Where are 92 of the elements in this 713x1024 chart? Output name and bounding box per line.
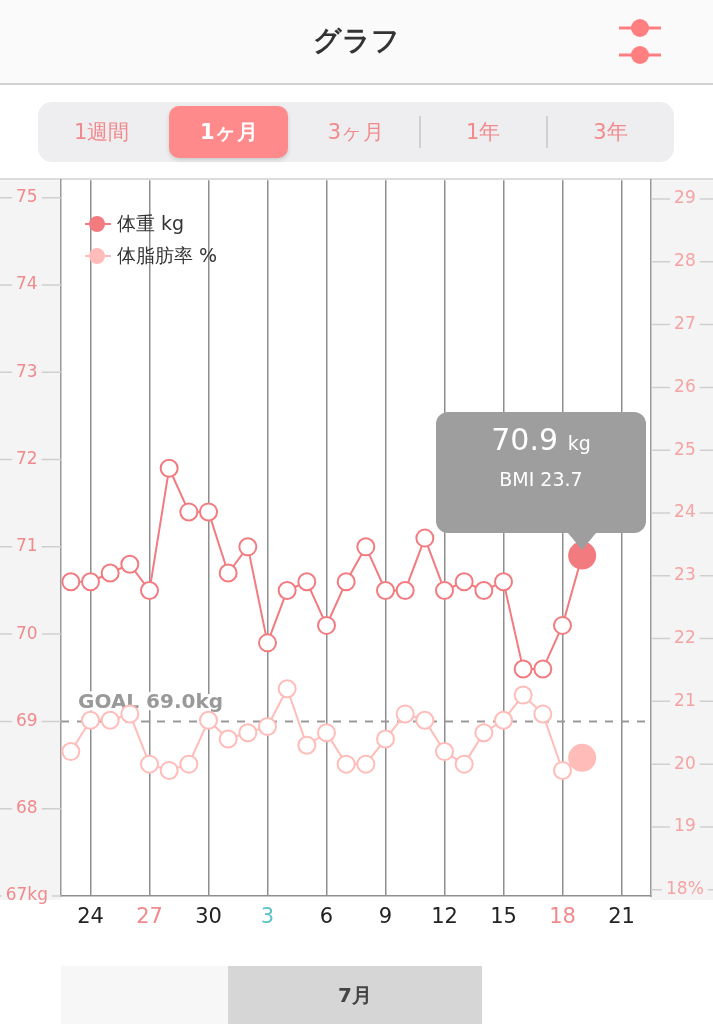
y-tick-label: 74 (16, 273, 38, 294)
y2-tick-label: 24 (674, 501, 696, 522)
point (81, 572, 100, 592)
point (199, 710, 218, 730)
x-tick-label: 21 (608, 903, 635, 928)
point (513, 685, 533, 705)
y2-tick-label: 22 (674, 626, 696, 647)
point (238, 537, 258, 557)
y-tick-label: 70 (16, 622, 38, 643)
point (100, 563, 120, 583)
y2-tick-label: 18% (665, 877, 704, 898)
point (199, 502, 218, 522)
selected-tab-pill: 1ヶ月 (169, 106, 289, 158)
point (533, 659, 553, 679)
point (494, 710, 513, 730)
point (218, 729, 238, 749)
point (317, 723, 336, 743)
point (553, 615, 572, 635)
point (336, 572, 356, 592)
point (179, 754, 199, 774)
y2-tick-label: 26 (674, 375, 696, 396)
x-tick-label: 15 (490, 903, 517, 928)
month-scrollbar: 7月 (61, 966, 482, 1024)
annotation: BMI 23.7 (499, 468, 583, 491)
point (513, 659, 533, 679)
point (474, 723, 494, 743)
chart-title: グラフ (312, 24, 401, 58)
point (395, 704, 415, 724)
point (159, 458, 179, 478)
y2-tick-label: 25 (674, 438, 696, 459)
point (494, 572, 513, 592)
point (356, 754, 376, 774)
point (159, 760, 179, 780)
point (376, 729, 395, 749)
y-tick-label: 75 (16, 185, 38, 206)
x-axis-title: 7月 (338, 983, 372, 1007)
legend-label: 体脂肪率 % (117, 243, 218, 268)
point (120, 554, 140, 574)
point (533, 704, 553, 724)
point (415, 710, 435, 730)
point (100, 710, 120, 730)
point (218, 563, 238, 583)
point (415, 528, 435, 548)
point (81, 710, 100, 730)
point (61, 572, 81, 592)
y2-tick-label: 20 (674, 752, 696, 773)
x-tick-label: 9 (378, 903, 393, 928)
point (356, 537, 376, 557)
point (435, 580, 454, 600)
x-tick-label: 24 (77, 903, 104, 928)
x-tick-label: 12 (431, 903, 458, 928)
point (258, 633, 277, 653)
point (258, 716, 277, 736)
y-tick-label: 68 (16, 796, 38, 817)
y2-tick-label: 21 (674, 689, 696, 710)
point (179, 502, 199, 522)
y2-tick-label: 27 (674, 312, 696, 333)
y-tick-label: 73 (16, 360, 38, 381)
point (395, 580, 415, 600)
point (454, 754, 474, 774)
point (277, 580, 297, 600)
point (454, 572, 474, 592)
segmented-control: 1週間 1ヶ月 3ヶ月 1年 3年 (38, 102, 674, 162)
x-tick-label: 6 (319, 903, 334, 928)
point (317, 615, 336, 635)
y-tick-label: 69 (16, 709, 38, 730)
point (61, 741, 81, 761)
point (435, 741, 454, 761)
x-tick-label: 27 (136, 903, 163, 928)
point (297, 735, 317, 755)
tooltip: 70.9 kg BMI 23.7 (436, 412, 646, 551)
x-tick-label: 18 (549, 903, 576, 928)
annotation: 70.9 kg (491, 422, 591, 458)
x-tick-label: 30 (195, 903, 222, 928)
point (376, 580, 395, 600)
point (140, 754, 159, 774)
point (553, 760, 572, 780)
point (238, 723, 258, 743)
point (336, 754, 356, 774)
point (277, 679, 297, 699)
point (297, 572, 317, 592)
point (474, 580, 494, 600)
y2-tick-label: 23 (674, 563, 696, 584)
y2-tick-label: 29 (674, 187, 696, 208)
y-tick-label: 72 (16, 447, 38, 468)
y-tick-label: 67kg (5, 884, 49, 905)
y2-tick-label: 28 (674, 250, 696, 271)
point (140, 580, 159, 600)
legend-label: 体重 kg (117, 211, 185, 236)
y-tick-label: 71 (16, 535, 38, 556)
x-tick-label: 3 (260, 903, 275, 928)
y2-tick-label: 19 (674, 815, 696, 836)
